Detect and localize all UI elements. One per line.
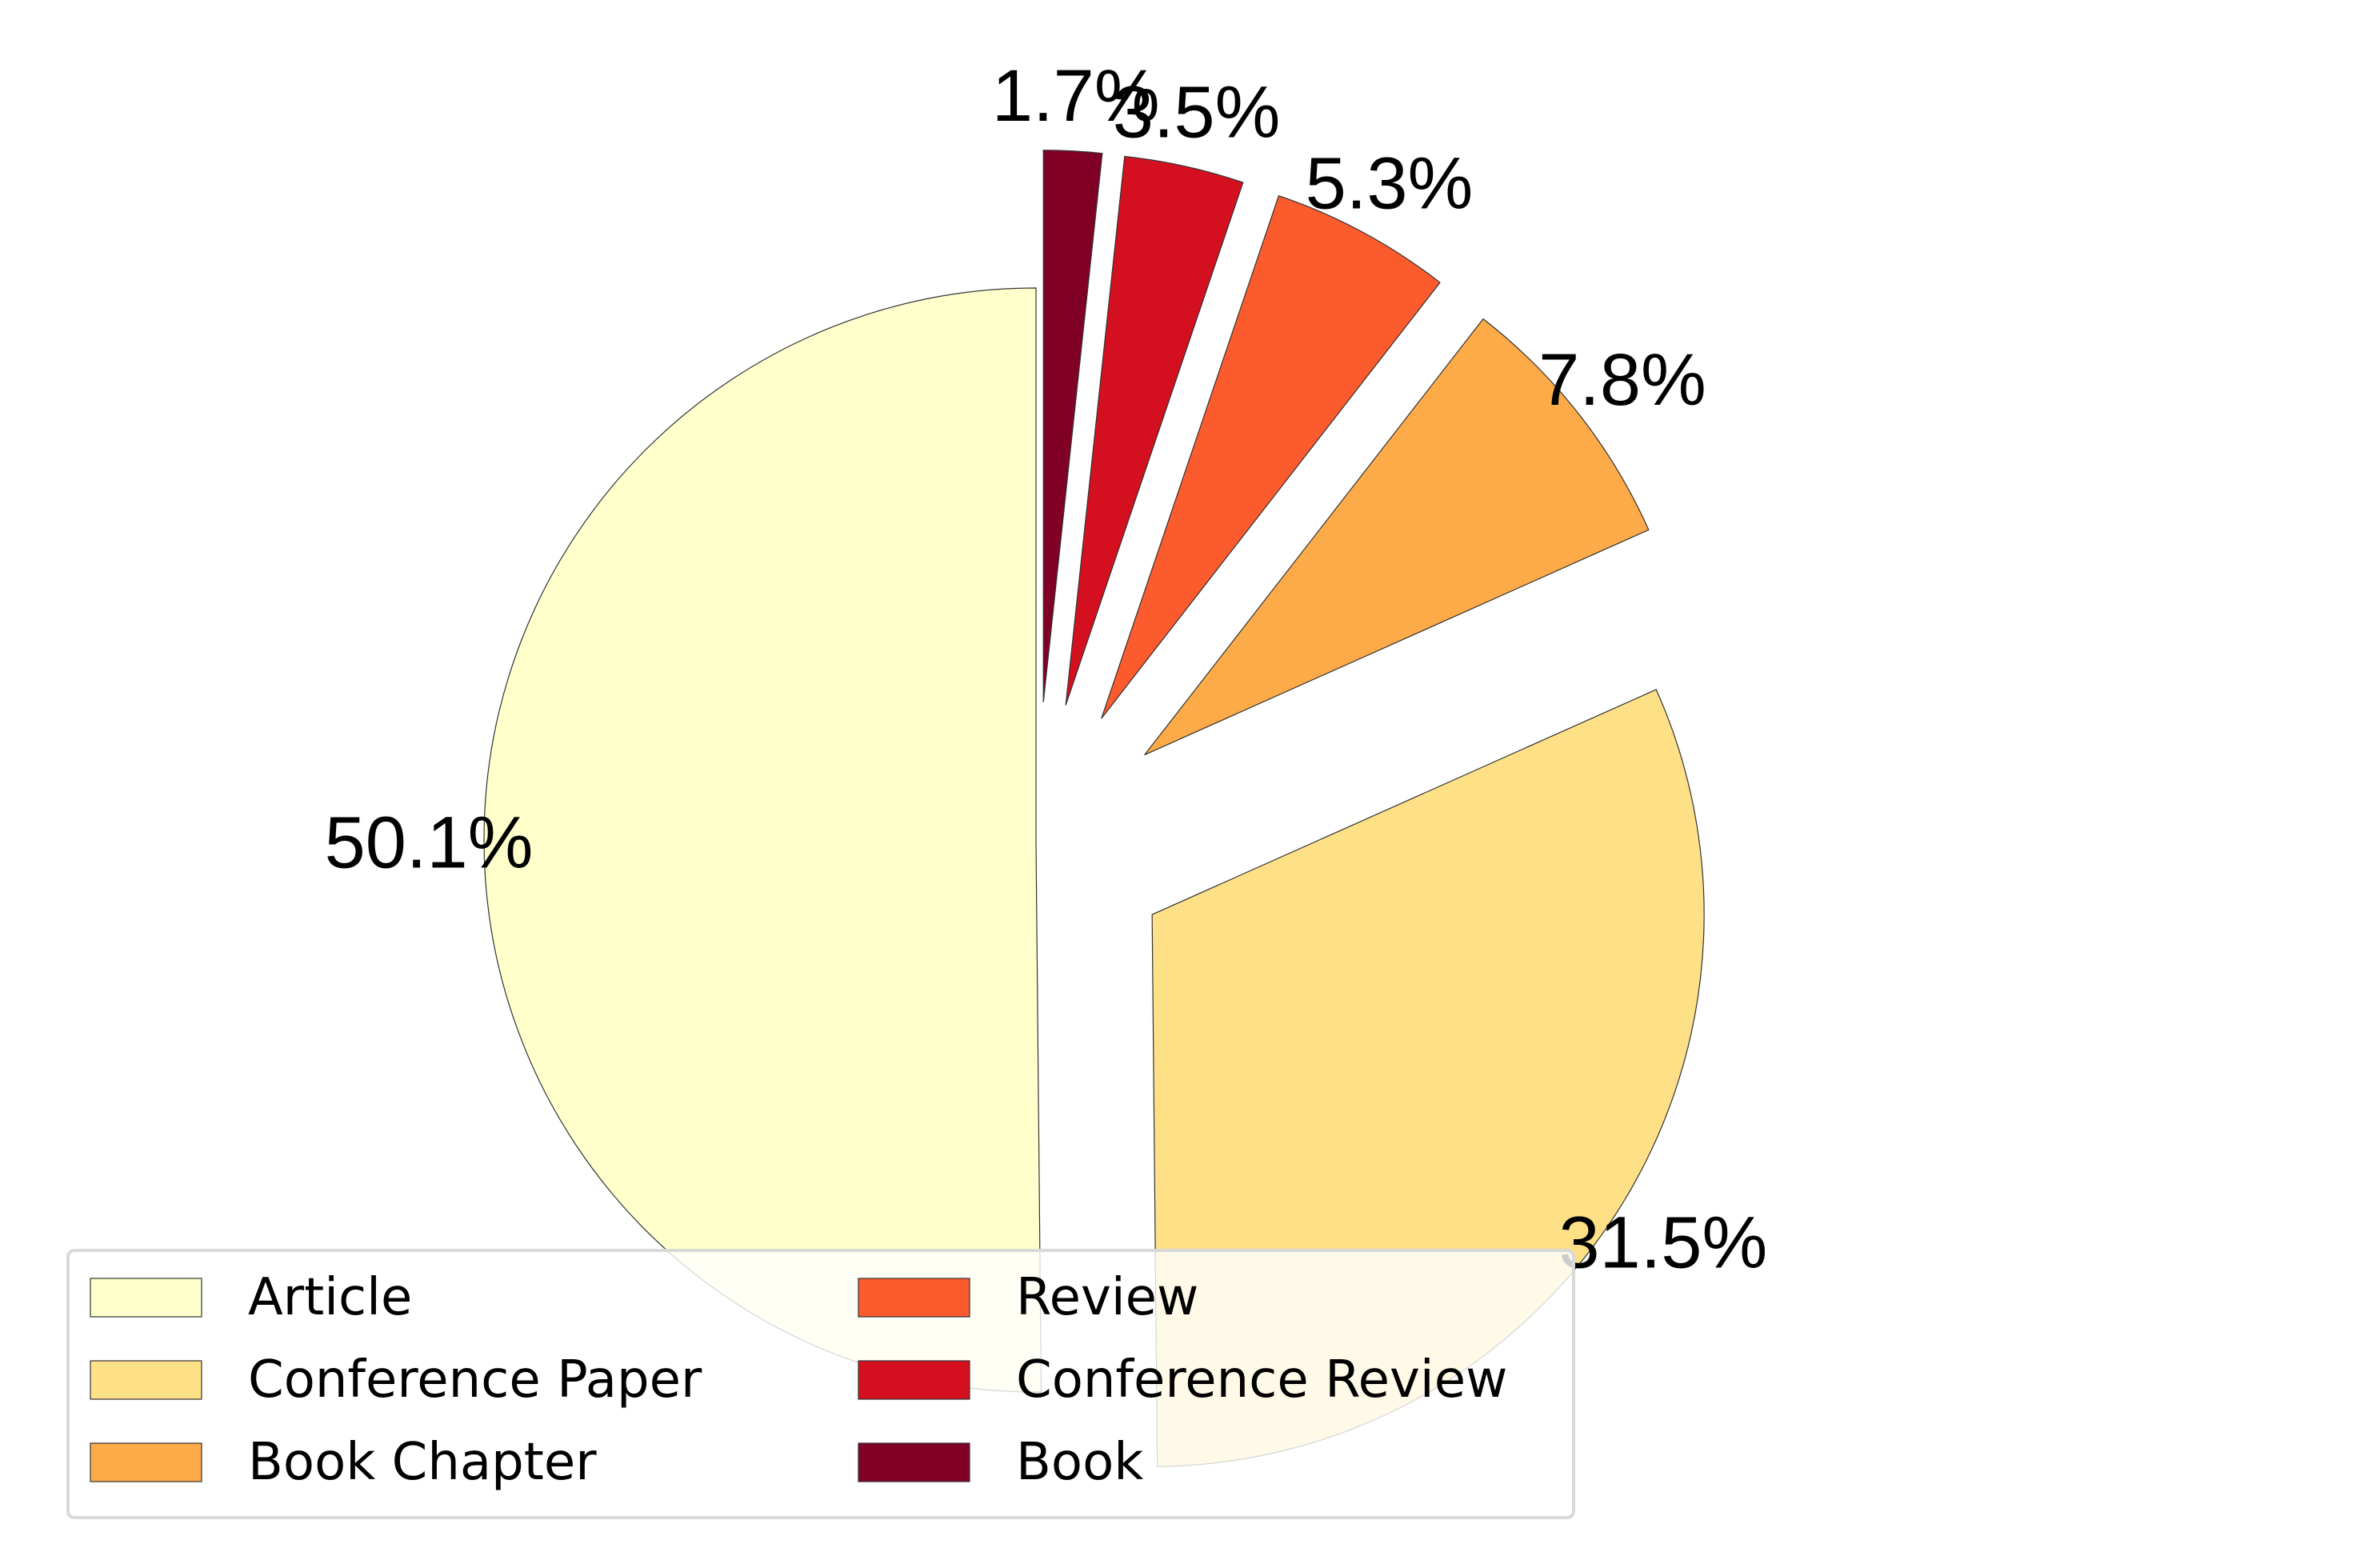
pie-label-conference-review: 3.5% [1113, 71, 1281, 153]
legend: Article Conference Paper Book Chapter Revie… [66, 1249, 1575, 1519]
pie-slice-book-chapter [1144, 318, 1650, 756]
legend-swatch-conference-paper [90, 1360, 202, 1400]
pie-label-review: 5.3% [1306, 143, 1474, 225]
pie-slice-review [1101, 194, 1441, 719]
pie-label-conference-paper: 31.5% [1558, 1202, 1767, 1283]
legend-frame [66, 1249, 1575, 1519]
pie-labels: 50.1% 31.5% 7.8% 5.3% 3.5%1.7% [325, 55, 1768, 1283]
legend-label-book-chapter: Book Chapter [248, 1433, 597, 1492]
pie-label-article: 50.1% [325, 802, 534, 884]
legend-label-book: Book [1016, 1433, 1143, 1492]
legend-swatch-conference-review [858, 1360, 970, 1400]
legend-label-article: Article [248, 1268, 412, 1327]
pie-slice-conference-review [1065, 155, 1244, 706]
legend-items: Article Conference Paper Book Chapter Revie… [90, 1268, 1507, 1492]
legend-swatch-book-chapter [90, 1442, 202, 1482]
legend-label-review: Review [1016, 1268, 1198, 1327]
legend-swatch-article [90, 1278, 202, 1318]
pie-label-book-chapter: 7.8% [1538, 339, 1706, 421]
legend-swatch-book [858, 1442, 970, 1482]
pie-label-book: 1.7% [992, 55, 1160, 137]
legend-swatch-review [858, 1278, 970, 1318]
pie-slice-book [1042, 150, 1103, 702]
legend-label-conference-review: Conference Review [1016, 1350, 1507, 1410]
pie-slice-article [483, 287, 1042, 1393]
legend-label-conference-paper: Conference Paper [248, 1350, 702, 1410]
